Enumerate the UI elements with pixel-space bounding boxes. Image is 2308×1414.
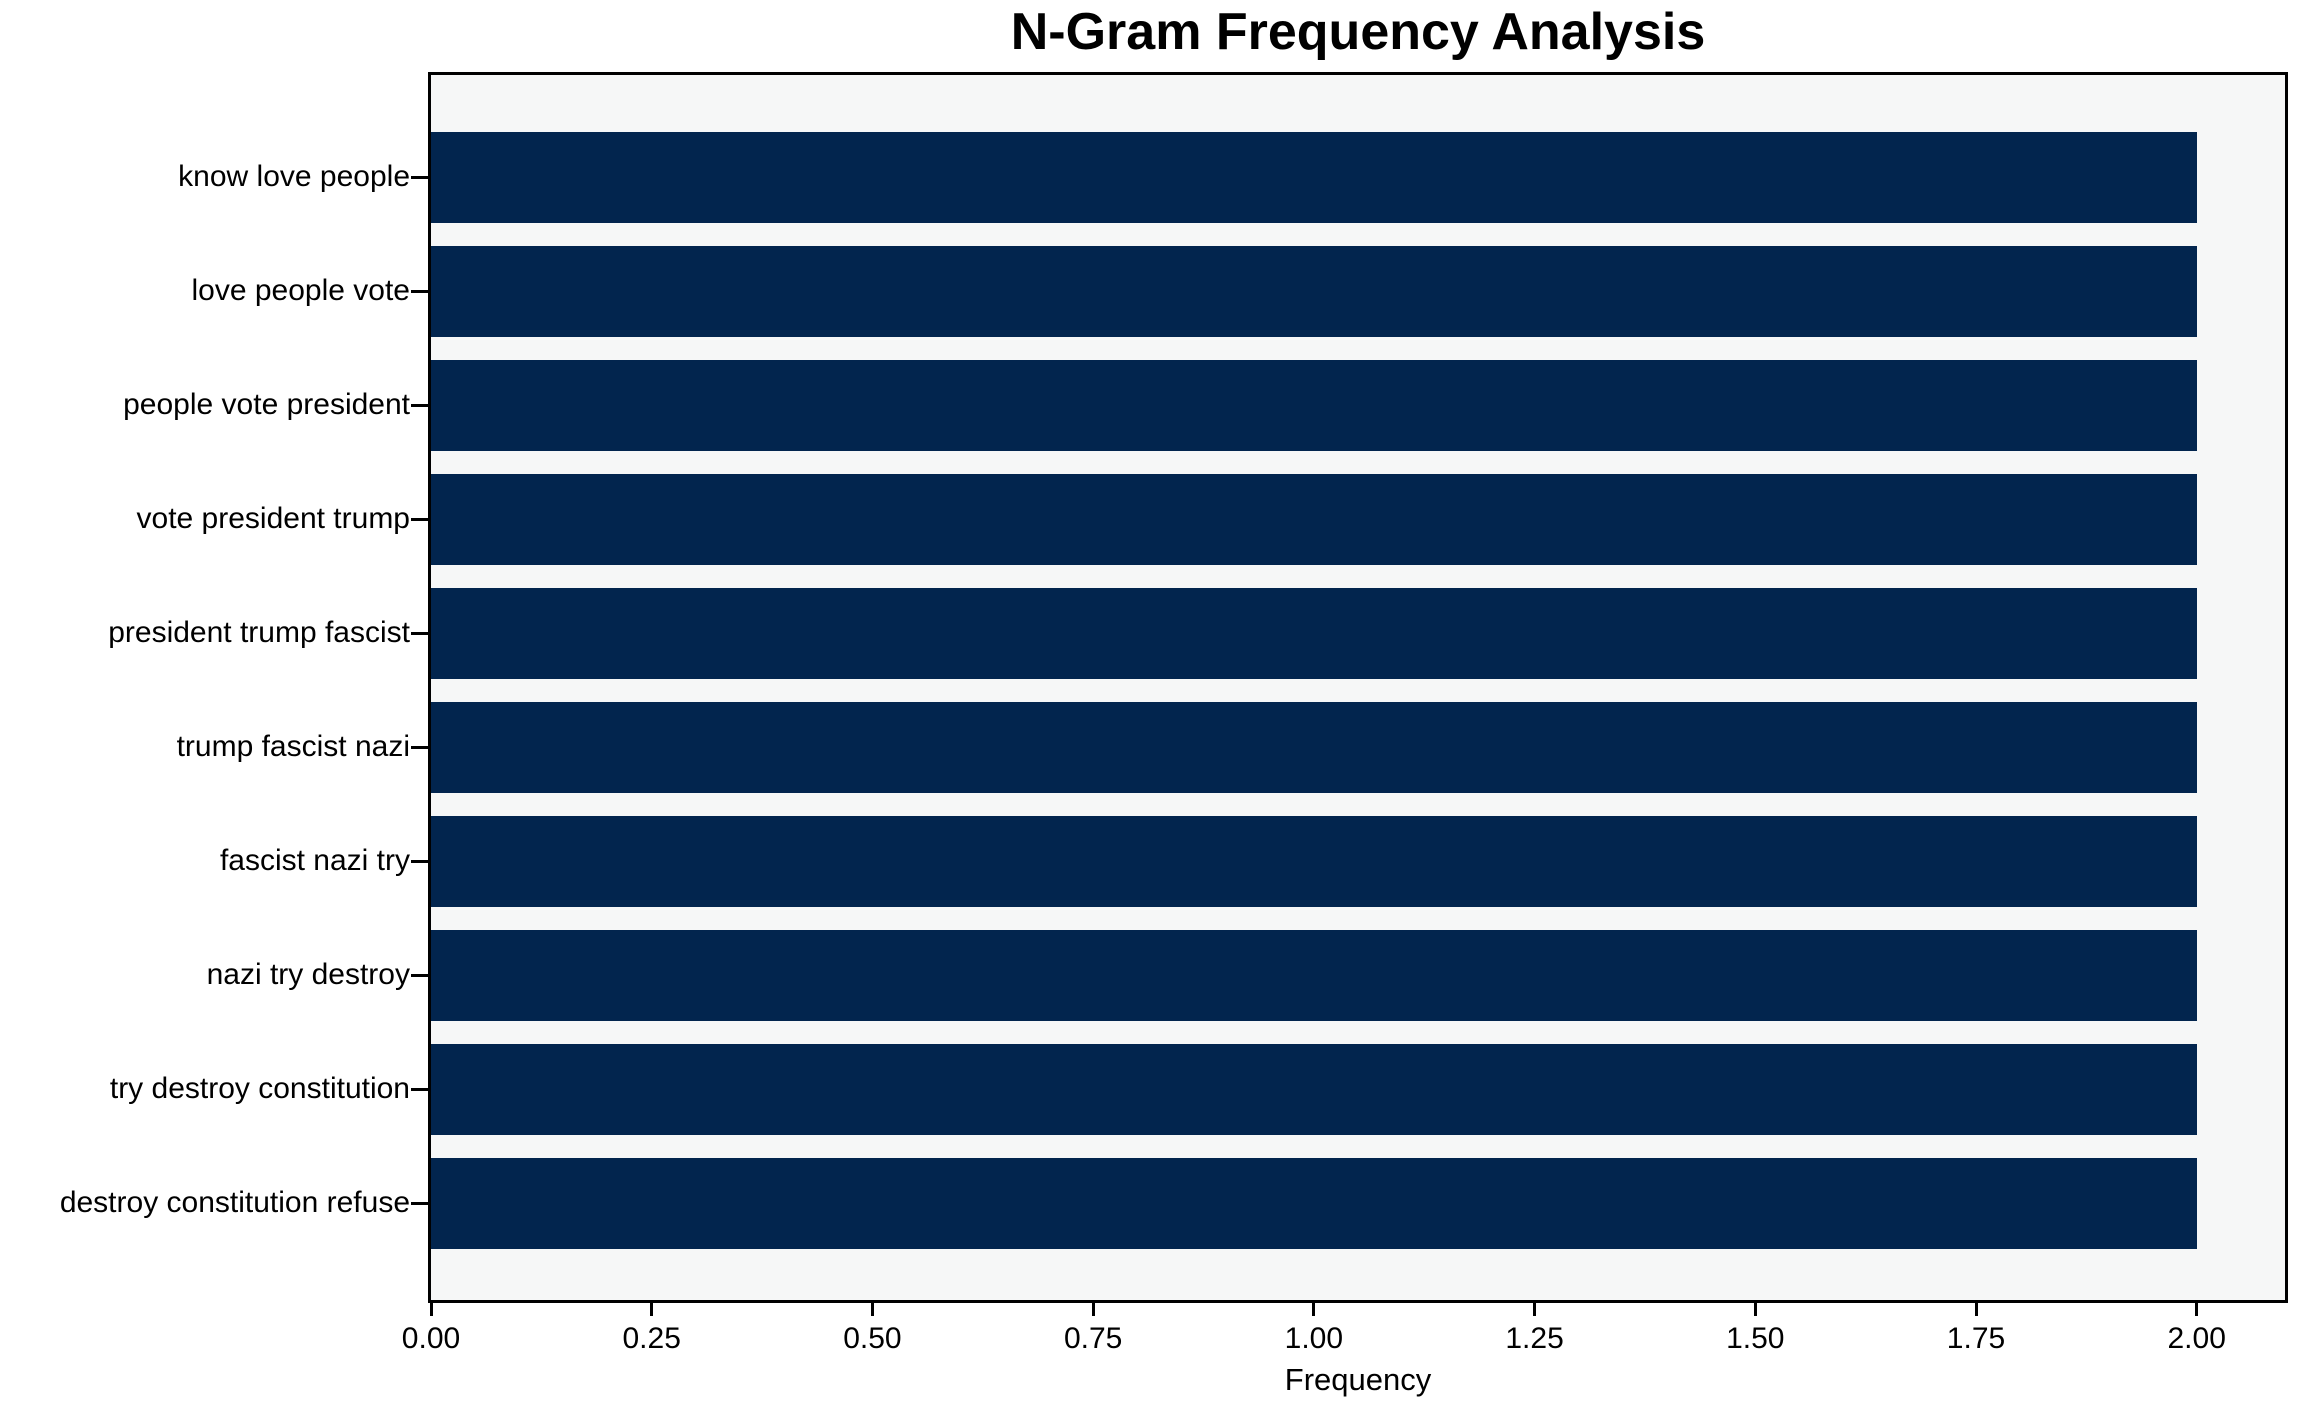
y-tick-label: destroy constitution refuse: [59, 1186, 410, 1219]
y-tick-label: people vote president: [123, 388, 410, 421]
x-tick-label: 1.50: [1726, 1322, 1785, 1355]
x-tick-label: 2.00: [2167, 1322, 2226, 1355]
y-tick-label: try destroy constitution: [109, 1072, 410, 1105]
y-tick-label: president trump fascist: [108, 616, 410, 649]
x-tick-mark: [870, 1303, 874, 1316]
x-tick-label: 0.00: [401, 1322, 461, 1355]
y-tick-label: trump fascist nazi: [176, 730, 410, 763]
bar: [431, 1043, 2197, 1135]
x-tick-label: 1.25: [1505, 1322, 1564, 1355]
x-tick-mark: [1312, 1303, 1316, 1316]
x-tick-mark: [650, 1303, 654, 1316]
y-tick-mark: [411, 403, 428, 407]
x-tick-label: 0.25: [622, 1322, 681, 1355]
x-tick-mark: [429, 1303, 433, 1316]
x-tick-mark: [1533, 1303, 1537, 1316]
bar: [431, 587, 2197, 679]
y-tick-mark: [411, 1087, 428, 1091]
y-tick-label: nazi try destroy: [206, 958, 410, 991]
y-tick-mark: [411, 175, 428, 179]
x-tick-mark: [1091, 1303, 1095, 1316]
y-tick-mark: [411, 517, 428, 521]
x-tick-mark: [1974, 1303, 1978, 1316]
plot-area: [428, 72, 2288, 1303]
x-tick-label: 0.50: [843, 1322, 902, 1355]
bar: [431, 701, 2197, 793]
x-tick-mark: [2195, 1303, 2199, 1316]
bar: [431, 245, 2197, 337]
y-tick-label: love people vote: [191, 274, 411, 307]
y-tick-mark: [411, 1201, 428, 1205]
y-tick-label: fascist nazi try: [219, 844, 410, 877]
bar: [431, 815, 2197, 907]
chart-title: N-Gram Frequency Analysis: [1010, 3, 1706, 61]
y-tick-label: vote president trump: [136, 502, 410, 535]
y-tick-mark: [411, 289, 428, 293]
y-tick-mark: [411, 859, 428, 863]
bar: [431, 1157, 2197, 1249]
x-tick-mark: [1753, 1303, 1757, 1316]
x-tick-label: 1.00: [1284, 1322, 1344, 1355]
bars-container: [431, 75, 2285, 1300]
y-tick-mark: [411, 745, 428, 749]
bar: [431, 359, 2197, 451]
x-tick-label: 1.75: [1946, 1322, 2006, 1355]
y-tick-mark: [411, 631, 428, 635]
x-tick-label: 0.75: [1063, 1322, 1123, 1355]
bar: [431, 131, 2197, 223]
x-axis-title: Frequency: [1284, 1362, 1432, 1397]
y-tick-mark: [411, 973, 428, 977]
bar: [431, 473, 2197, 565]
y-tick-label: know love people: [178, 160, 410, 193]
bar: [431, 929, 2197, 1021]
